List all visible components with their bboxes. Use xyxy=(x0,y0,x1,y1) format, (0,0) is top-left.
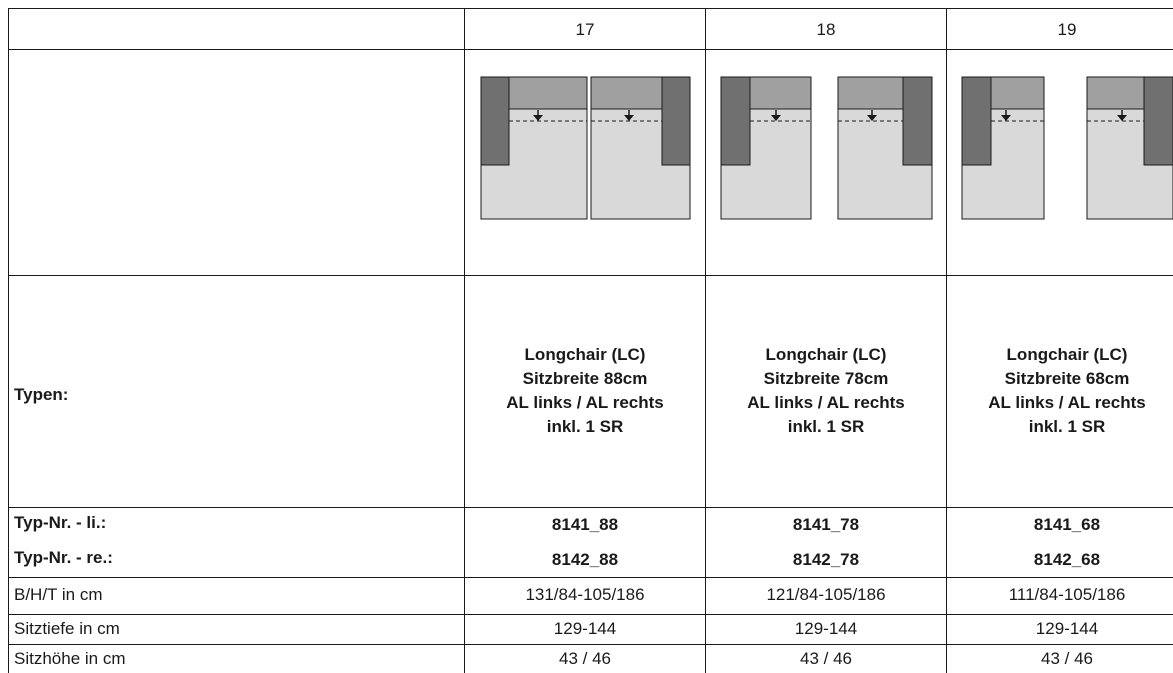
sitztiefe-value: 129-144 xyxy=(1035,619,1099,638)
typen-line: Longchair (LC) xyxy=(524,345,646,364)
bht-value: 111/84-105/186 xyxy=(1008,585,1126,604)
typen-line: inkl. 1 SR xyxy=(1028,417,1106,436)
longchair-diagram-17 xyxy=(480,76,691,220)
typ-nr-li-value: 8141_88 xyxy=(551,515,619,534)
sitztiefe-value: 129-144 xyxy=(794,619,858,638)
typen-line: Sitzbreite 68cm xyxy=(1004,369,1130,388)
typen-line: AL links / AL rechts xyxy=(506,393,664,412)
row-divider xyxy=(8,49,1173,50)
typen-line: inkl. 1 SR xyxy=(787,417,865,436)
typen-description-19: Longchair (LC) Sitzbreite 68cm AL links … xyxy=(947,343,1173,439)
column-divider xyxy=(705,8,706,673)
typ-nr-li-value: 8141_68 xyxy=(1033,515,1101,534)
typen-line: Longchair (LC) xyxy=(1006,345,1128,364)
typ-nr-li-value: 8141_78 xyxy=(792,515,860,534)
longchair-diagram-19 xyxy=(961,76,1173,220)
row-label-typen: Typen: xyxy=(14,385,69,404)
column-number: 17 xyxy=(575,20,595,39)
typ-nr-re-value: 8142_78 xyxy=(792,550,860,569)
longchair-diagram-18 xyxy=(720,76,933,220)
typen-line: AL links / AL rechts xyxy=(988,393,1146,412)
typen-line: inkl. 1 SR xyxy=(546,417,624,436)
row-label-bht: B/H/T in cm xyxy=(14,585,103,604)
bht-value: 121/84-105/186 xyxy=(766,585,886,604)
typ-nr-re-value: 8142_68 xyxy=(1033,550,1101,569)
row-divider xyxy=(8,614,1173,615)
column-divider xyxy=(464,8,465,673)
row-divider xyxy=(8,577,1173,578)
typen-line: AL links / AL rechts xyxy=(747,393,905,412)
typen-line: Longchair (LC) xyxy=(765,345,887,364)
bht-value: 131/84-105/186 xyxy=(525,585,645,604)
row-label-sitzhoehe: Sitzhöhe in cm xyxy=(14,649,126,668)
sitzhoehe-value: 43 / 46 xyxy=(1041,649,1093,668)
row-label-typ-nr-re: Typ-Nr. - re.: xyxy=(14,548,113,567)
row-divider xyxy=(8,644,1173,645)
column-number: 18 xyxy=(816,20,836,39)
typen-line: Sitzbreite 88cm xyxy=(522,369,648,388)
typen-description-18: Longchair (LC) Sitzbreite 78cm AL links … xyxy=(706,343,946,439)
typen-description-17: Longchair (LC) Sitzbreite 88cm AL links … xyxy=(465,343,705,439)
typ-nr-re-value: 8142_88 xyxy=(551,550,619,569)
column-number: 19 xyxy=(1057,20,1077,39)
sitzhoehe-value: 43 / 46 xyxy=(559,649,611,668)
row-divider xyxy=(8,275,1173,276)
column-divider xyxy=(946,8,947,673)
table-border-top xyxy=(8,8,1173,9)
typen-line: Sitzbreite 78cm xyxy=(763,369,889,388)
row-label-sitztiefe: Sitztiefe in cm xyxy=(14,619,120,638)
row-divider xyxy=(8,507,1173,508)
table-border-left xyxy=(8,8,9,673)
sitzhoehe-value: 43 / 46 xyxy=(800,649,852,668)
sitztiefe-value: 129-144 xyxy=(553,619,617,638)
row-label-typ-nr-li: Typ-Nr. - li.: xyxy=(14,513,107,532)
